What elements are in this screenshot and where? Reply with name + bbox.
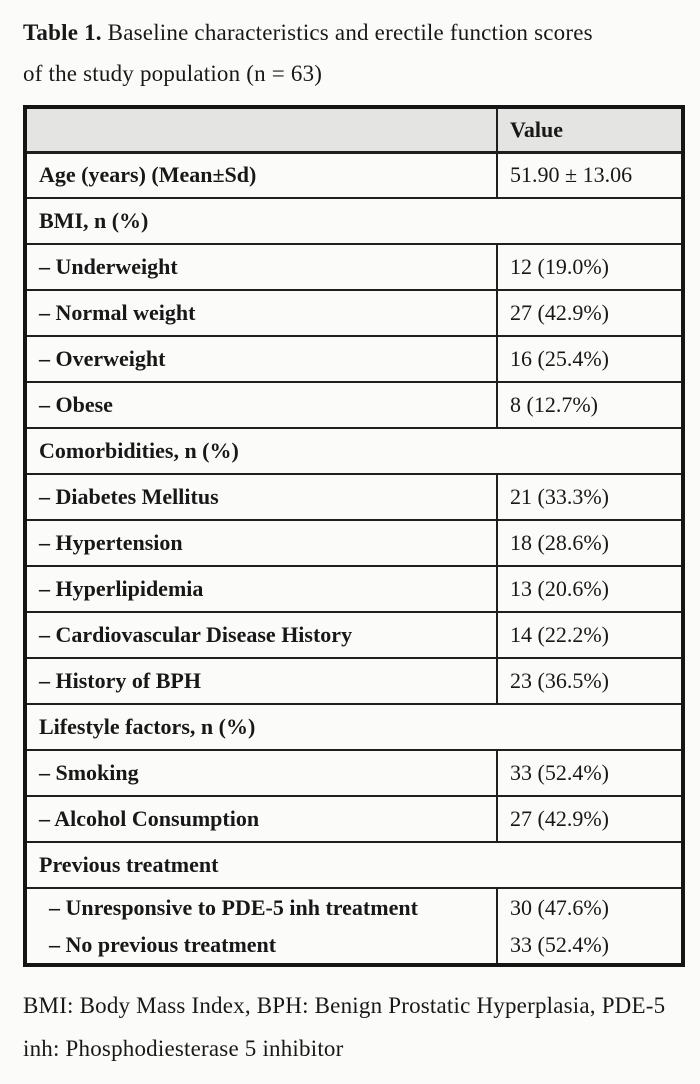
row-value-cell: 13 (20.6%) [496, 565, 684, 613]
section-header-cell: BMI, n (%) [24, 197, 684, 245]
row-value-cell: 30 (47.6%) 33 (52.4%) [496, 887, 684, 966]
table-row: – Obese 8 (12.7%) [24, 381, 684, 429]
table-caption-text: Baseline characteristics and erectile fu… [101, 20, 593, 45]
table-caption: Table 1. Baseline characteristics and er… [23, 12, 681, 94]
table-row: – Normal weight 27 (42.9%) [24, 289, 684, 337]
section-header-cell: Previous treatment [24, 841, 684, 889]
row-value-cell: 8 (12.7%) [496, 381, 684, 429]
row-label-cell: – Underweight [24, 243, 498, 291]
section-header-cell: Comorbidities, n (%) [24, 427, 684, 475]
table-caption-line-1: Table 1. Baseline characteristics and er… [23, 12, 681, 53]
row-label-cell: – Alcohol Consumption [24, 795, 498, 843]
row-value-cell: 18 (28.6%) [496, 519, 684, 567]
table-row: Age (years) (Mean±Sd) 51.90 ± 13.06 [24, 151, 684, 199]
table-row: BMI, n (%) [24, 197, 684, 245]
row-label-cell: Age (years) (Mean±Sd) [24, 151, 498, 199]
footnote-line-2: inh: Phosphodiesterase 5 inhibitor [23, 1036, 344, 1061]
row-value-cell: 23 (36.5%) [496, 657, 684, 705]
table-row: – Hyperlipidemia 13 (20.6%) [24, 565, 684, 613]
row-value-cell: 33 (52.4%) [496, 749, 684, 797]
table-row: – Alcohol Consumption 27 (42.9%) [24, 795, 684, 843]
row-value-cell: 51.90 ± 13.06 [496, 151, 684, 199]
table-row: Lifestyle factors, n (%) [24, 703, 684, 751]
row-label-cell: – Overweight [24, 335, 498, 383]
row-label-cell: – History of BPH [24, 657, 498, 705]
value-header-cell: Value [496, 106, 684, 154]
empty-header-cell [24, 106, 498, 154]
row-value-cell: 12 (19.0%) [496, 243, 684, 291]
row-label-cell: – Smoking [24, 749, 498, 797]
section-header-cell: Lifestyle factors, n (%) [24, 703, 684, 751]
table-row: – Overweight 16 (25.4%) [24, 335, 684, 383]
row-label-cell: – Unresponsive to PDE-5 inh treatment – N… [24, 887, 498, 966]
row-label-cell: – Hyperlipidemia [24, 565, 498, 613]
table-footnote: BMI: Body Mass Index, BPH: Benign Prosta… [23, 984, 681, 1070]
row-label-line: – Unresponsive to PDE-5 inh treatment [49, 895, 418, 920]
baseline-characteristics-table: Value Age (years) (Mean±Sd) 51.90 ± 13.06… [23, 105, 685, 967]
table-row: – Cardiovascular Disease History 14 (22.2… [24, 611, 684, 659]
row-value-cell: 27 (42.9%) [496, 289, 684, 337]
table-header-row: Value [24, 106, 684, 154]
row-label-cell: – Normal weight [24, 289, 498, 337]
row-label-line: – No previous treatment [49, 932, 277, 957]
row-value-cell: 14 (22.2%) [496, 611, 684, 659]
row-value-line: 30 (47.6%) [510, 895, 609, 920]
row-label-cell: – Obese [24, 381, 498, 429]
table-row: Previous treatment [24, 841, 684, 889]
table-row: – Smoking 33 (52.4%) [24, 749, 684, 797]
table-row: Comorbidities, n (%) [24, 427, 684, 475]
table-caption-line-2: of the study population (n = 63) [23, 61, 323, 86]
row-label-cell: – Cardiovascular Disease History [24, 611, 498, 659]
table-row: – Hypertension 18 (28.6%) [24, 519, 684, 567]
footnote-line-1: BMI: Body Mass Index, BPH: Benign Prosta… [23, 993, 666, 1018]
table-row: – Underweight 12 (19.0%) [24, 243, 684, 291]
row-value-cell: 16 (25.4%) [496, 335, 684, 383]
table-caption-number: Table 1. [23, 20, 102, 45]
table-row: – Unresponsive to PDE-5 inh treatment – N… [24, 887, 684, 966]
row-value-line: 33 (52.4%) [510, 932, 609, 957]
row-label-cell: – Hypertension [24, 519, 498, 567]
row-label-cell: – Diabetes Mellitus [24, 473, 498, 521]
table-row: – History of BPH 23 (36.5%) [24, 657, 684, 705]
row-value-cell: 21 (33.3%) [496, 473, 684, 521]
table-row: – Diabetes Mellitus 21 (33.3%) [24, 473, 684, 521]
row-value-cell: 27 (42.9%) [496, 795, 684, 843]
